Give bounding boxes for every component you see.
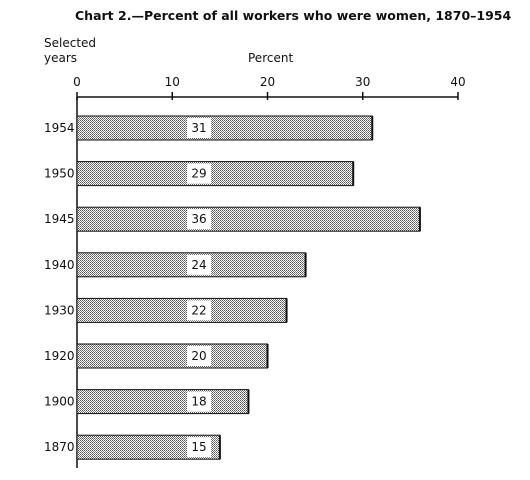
category-label: 1900	[44, 395, 75, 409]
value-label-box	[187, 209, 211, 230]
value-label: 29	[191, 167, 206, 181]
x-tick-label: 0	[73, 75, 81, 89]
value-label: 24	[191, 258, 206, 272]
bar	[76, 115, 373, 141]
value-label: 31	[191, 121, 206, 135]
bars: 1954 31 1950 29 1945 36 1940 24 1930 22 1920 20 1900…	[44, 115, 421, 460]
y-axis-label-line2: years	[44, 51, 77, 65]
bar	[76, 297, 288, 323]
value-label: 15	[191, 440, 206, 454]
x-tick-label: 20	[260, 75, 275, 89]
value-label-box	[187, 300, 211, 321]
x-tick-label: 10	[165, 75, 180, 89]
y-axis-label-line1: Selected	[44, 36, 96, 50]
category-label: 1950	[44, 167, 75, 181]
bar	[76, 161, 354, 187]
value-label: 22	[191, 303, 206, 317]
category-label: 1945	[44, 212, 75, 226]
value-label-box	[187, 118, 211, 138]
value-label-box	[187, 163, 211, 184]
category-label: 1954	[44, 121, 75, 135]
bar	[76, 389, 249, 415]
x-tick-label: 40	[450, 75, 465, 89]
value-label-box	[187, 391, 211, 412]
x-ticks: 0 10 20 30 40	[73, 75, 466, 100]
value-label-box	[187, 254, 211, 275]
category-label: 1930	[44, 303, 75, 317]
x-axis-label: Percent	[248, 51, 293, 65]
value-label: 20	[191, 349, 206, 363]
value-label-box	[187, 437, 211, 458]
chart-title: Chart 2.—Percent of all workers who were…	[75, 8, 511, 23]
category-label: 1920	[44, 349, 75, 363]
category-label: 1940	[44, 258, 75, 272]
x-tick-label: 30	[355, 75, 370, 89]
value-label: 18	[191, 395, 206, 409]
bar	[76, 206, 421, 232]
value-label: 36	[191, 212, 206, 226]
bar	[76, 343, 268, 369]
value-label-box	[187, 346, 211, 366]
category-label: 1870	[44, 440, 75, 454]
